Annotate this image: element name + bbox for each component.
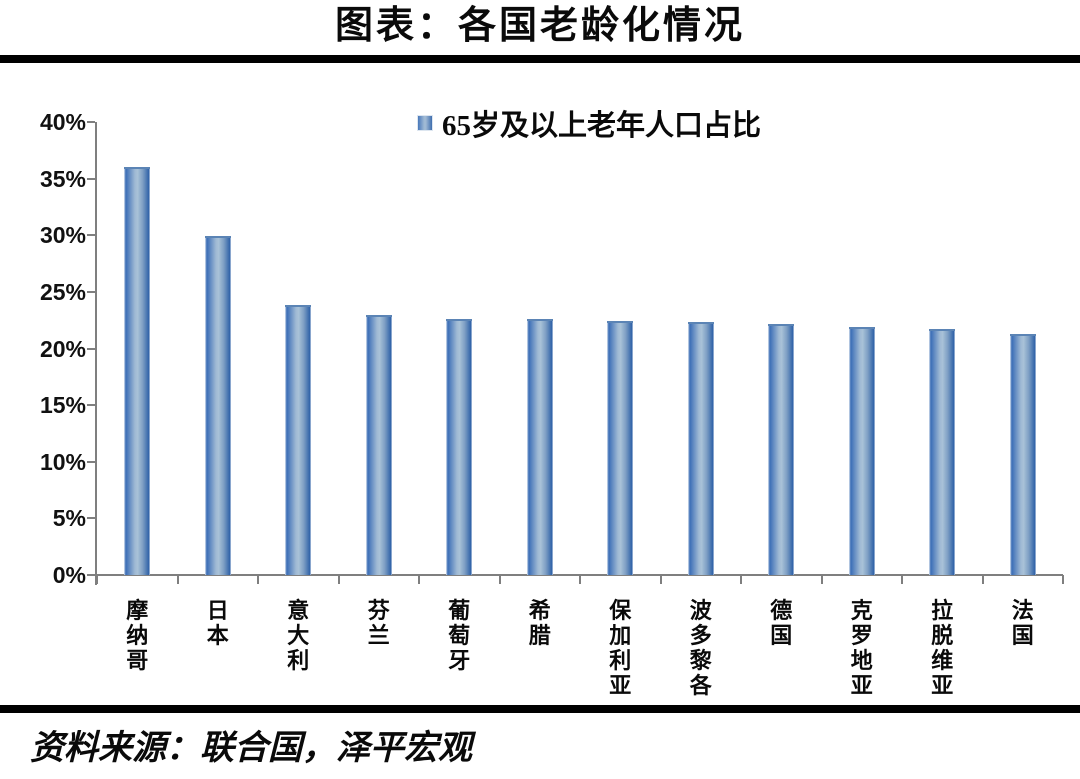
x-category-label: 保加利亚 bbox=[609, 598, 632, 698]
y-tick bbox=[87, 121, 95, 123]
y-tick-label: 30% bbox=[39, 222, 86, 249]
x-category-label: 希腊 bbox=[528, 598, 551, 648]
bar-8 bbox=[687, 322, 714, 575]
x-tick bbox=[901, 575, 903, 584]
legend-label: 65岁及以上老年人口占比 bbox=[442, 110, 762, 142]
y-tick-label: 10% bbox=[39, 448, 86, 475]
top-divider bbox=[0, 55, 1080, 63]
x-category-label: 拉脱维亚 bbox=[931, 598, 954, 698]
bar-4 bbox=[365, 314, 392, 575]
x-category-label: 克罗地亚 bbox=[850, 598, 873, 698]
bar-6 bbox=[526, 319, 553, 575]
y-tick bbox=[87, 347, 95, 350]
bar-3 bbox=[285, 305, 312, 575]
x-category-label: 日本 bbox=[206, 598, 229, 648]
bar-5 bbox=[446, 319, 473, 575]
y-tick bbox=[87, 177, 95, 180]
source-note: 资料来源：联合国，泽平宏观 bbox=[30, 730, 472, 767]
y-tick bbox=[87, 517, 95, 520]
x-tick bbox=[1062, 575, 1064, 584]
x-tick bbox=[659, 575, 662, 584]
x-category-label: 德国 bbox=[770, 598, 793, 648]
x-tick bbox=[579, 575, 581, 584]
x-tick bbox=[740, 575, 742, 584]
bar-1 bbox=[124, 167, 151, 575]
legend: 65岁及以上老年人口占比 bbox=[417, 102, 761, 144]
y-tick-label: 35% bbox=[39, 165, 86, 192]
x-category-label: 摩纳哥 bbox=[126, 598, 149, 673]
y-tick bbox=[87, 460, 95, 463]
y-tick bbox=[87, 574, 95, 576]
y-tick-label: 40% bbox=[39, 109, 86, 135]
x-category-label: 波多黎各 bbox=[689, 598, 712, 698]
bar-2 bbox=[204, 236, 231, 575]
y-tick-label: 5% bbox=[52, 505, 86, 532]
y-axis-line bbox=[95, 122, 97, 585]
bar-12 bbox=[1009, 333, 1036, 575]
bar-9 bbox=[768, 323, 795, 575]
x-tick bbox=[418, 575, 420, 584]
chart-title: 图表：各国老龄化情况 bbox=[334, 5, 745, 47]
x-tick bbox=[498, 575, 501, 584]
y-tick-label: 15% bbox=[39, 392, 86, 419]
x-tick bbox=[176, 575, 179, 584]
y-tick bbox=[87, 234, 95, 237]
x-category-label: 法国 bbox=[1011, 598, 1034, 648]
legend-marker-icon bbox=[417, 115, 433, 131]
x-tick bbox=[337, 575, 340, 584]
bar-11 bbox=[929, 329, 956, 575]
x-category-label: 葡萄牙 bbox=[448, 598, 471, 673]
bar-7 bbox=[607, 321, 634, 575]
y-tick bbox=[87, 290, 95, 293]
x-tick bbox=[96, 575, 98, 584]
y-tick-label: 25% bbox=[39, 278, 86, 305]
bar-10 bbox=[848, 326, 875, 575]
x-tick bbox=[820, 575, 823, 584]
y-tick-label: 20% bbox=[39, 335, 86, 362]
bottom-divider bbox=[0, 705, 1080, 713]
y-tick bbox=[87, 404, 95, 407]
x-tick bbox=[981, 575, 984, 584]
x-category-label: 意大利 bbox=[287, 598, 310, 673]
x-tick bbox=[257, 575, 259, 584]
y-tick-label: 0% bbox=[52, 562, 86, 588]
x-category-label: 芬兰 bbox=[367, 598, 390, 648]
